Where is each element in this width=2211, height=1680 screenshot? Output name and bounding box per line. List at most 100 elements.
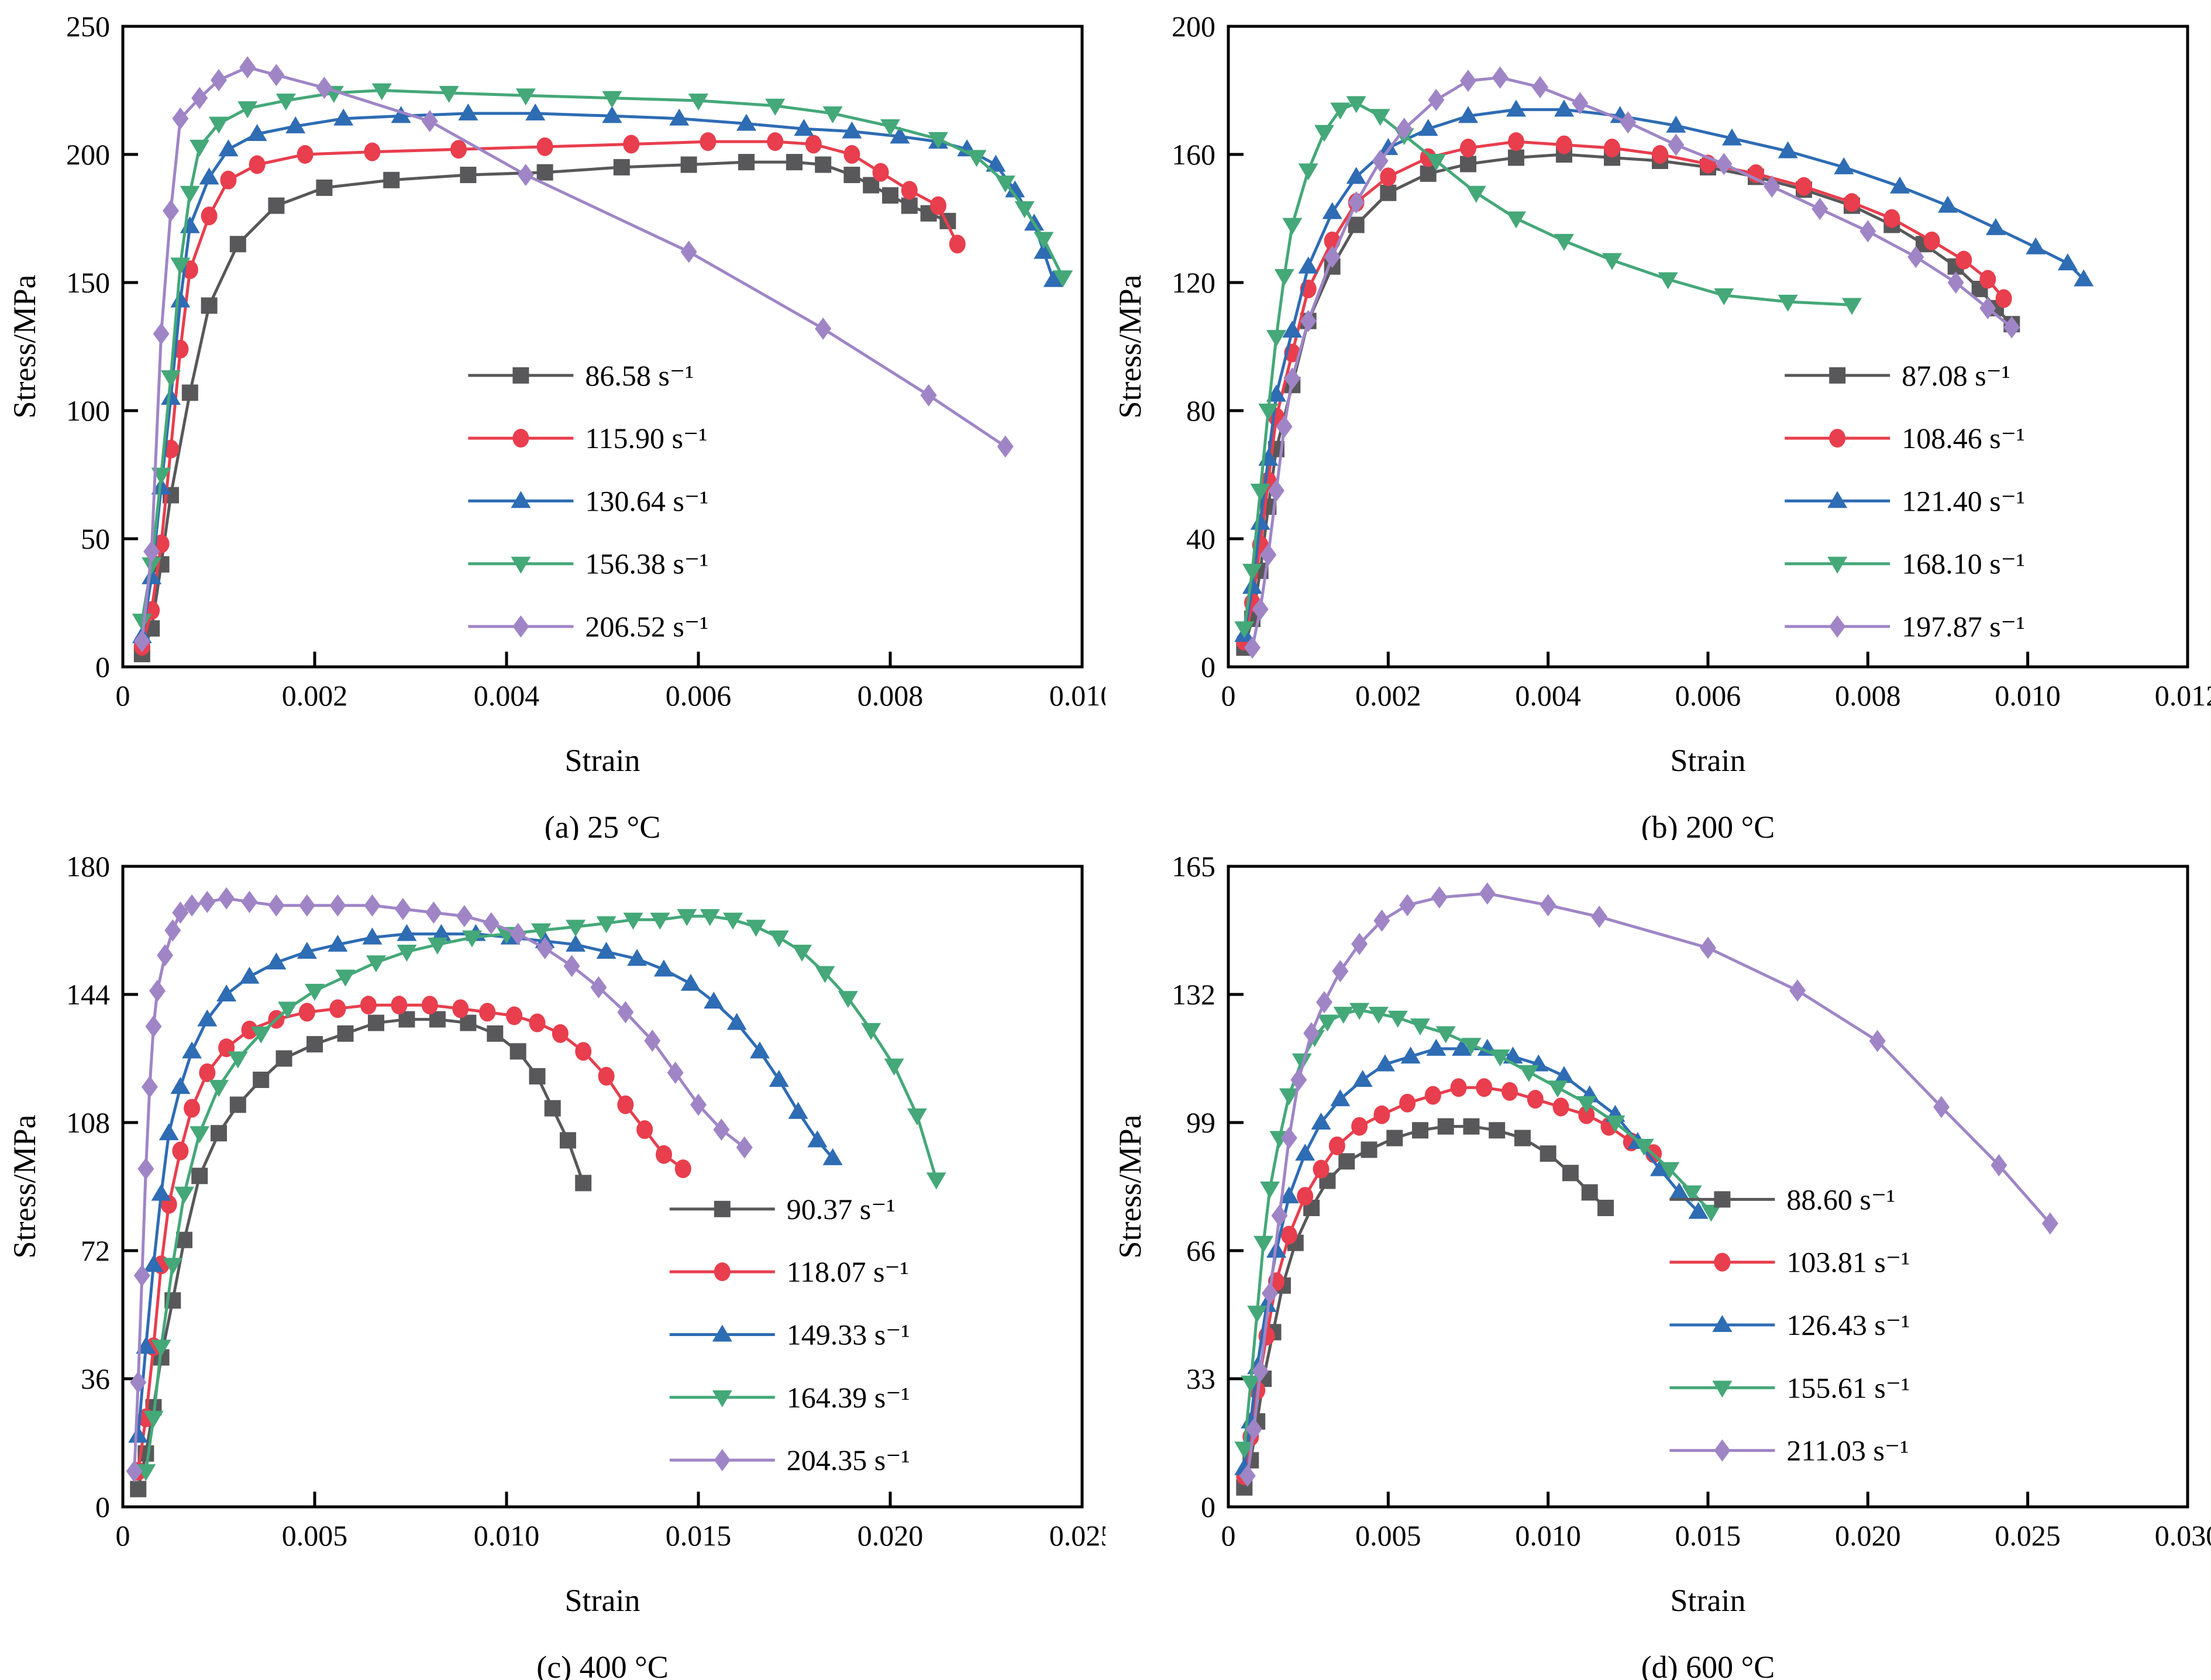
triangle-down-marker — [1410, 1018, 1430, 1036]
y-tick-label: 0 — [1201, 1490, 1215, 1523]
diamond-marker — [1591, 906, 1608, 928]
circle-marker — [391, 996, 408, 1015]
triangle-up-marker — [285, 116, 306, 133]
triangle-down-marker — [170, 257, 191, 275]
x-tick-label: 0.006 — [666, 679, 732, 712]
square-marker — [306, 1036, 323, 1053]
series-line — [133, 897, 746, 1472]
square-marker — [1460, 156, 1476, 173]
triangle-up-marker — [1834, 157, 1854, 174]
triangle-up-marker — [1250, 512, 1270, 530]
square-marker — [1338, 1153, 1355, 1170]
diamond-marker — [268, 64, 285, 87]
square-marker — [1581, 1184, 1598, 1201]
x-tick-label: 0.010 — [474, 1519, 540, 1552]
x-axis-c: 0 0.005 0.010 0.015 0.020 0.025 — [116, 1492, 1106, 1552]
y-tick-label: 0 — [1201, 650, 1215, 683]
triangle-up-marker — [216, 984, 237, 1001]
series-line — [1246, 892, 2051, 1476]
diamond-marker — [1431, 886, 1448, 909]
triangle-up-marker — [239, 966, 260, 984]
x-axis-title-d: Strain — [1671, 1583, 1746, 1618]
square-marker — [1562, 1165, 1579, 1182]
circle-marker — [1297, 1187, 1314, 1206]
diamond-marker — [1540, 894, 1556, 917]
triangle-up-marker — [1378, 138, 1399, 156]
circle-marker — [575, 1042, 592, 1061]
triangle-down-marker — [822, 106, 843, 123]
triangle-down-marker — [1279, 1088, 1299, 1106]
triangle-up-marker — [627, 949, 648, 966]
square-marker — [1489, 1122, 1506, 1139]
legend-diamond-icon — [1714, 1439, 1731, 1462]
series-markers — [1244, 66, 2020, 659]
legend-label: 126.43 s⁻¹ — [1786, 1309, 1910, 1341]
triangle-down-marker — [907, 1108, 927, 1125]
y-tick-label: 165 — [1172, 850, 1215, 883]
legend-label: 211.03 s⁻¹ — [1786, 1434, 1909, 1467]
triangle-down-marker — [397, 945, 417, 962]
legend-item: 103.81 s⁻¹ — [1669, 1246, 1910, 1279]
y-tick-label: 80 — [1186, 394, 1215, 427]
y-tick-label: 180 — [66, 850, 110, 883]
series-a-1 — [133, 132, 966, 656]
diamond-marker — [1373, 909, 1390, 932]
triangle-up-marker — [749, 1041, 770, 1059]
diamond-marker — [1764, 175, 1780, 198]
triangle-up-marker — [136, 1337, 156, 1354]
triangle-down-marker — [275, 94, 296, 111]
diamond-marker — [1271, 1204, 1288, 1227]
y-tick-label: 99 — [1186, 1106, 1215, 1139]
x-tick-label: 0.006 — [1675, 679, 1741, 712]
y-tick-label: 120 — [1172, 266, 1215, 299]
square-marker — [1463, 1118, 1480, 1135]
triangle-down-marker — [439, 85, 459, 103]
circle-marker — [1380, 167, 1397, 187]
legend-item: 164.39 s⁻¹ — [669, 1381, 910, 1414]
x-tick-label: 0.020 — [1835, 1519, 1901, 1552]
square-marker — [529, 1068, 546, 1085]
triangle-down-marker — [623, 913, 643, 930]
triangle-up-marker — [170, 1077, 191, 1094]
triangle-up-marker — [1005, 180, 1025, 198]
triangle-up-marker — [170, 290, 191, 308]
legend-label: 206.52 s⁻¹ — [585, 610, 708, 643]
triangle-down-marker — [278, 1001, 298, 1019]
diamond-marker — [1300, 309, 1317, 332]
square-marker — [536, 164, 553, 181]
triangle-down-marker — [1034, 232, 1054, 249]
legend-square-icon — [1714, 1191, 1731, 1208]
triangle-up-marker — [1311, 1113, 1331, 1130]
triangle-down-marker — [1461, 1038, 1482, 1055]
diamond-marker — [329, 894, 346, 917]
circle-marker — [298, 1003, 315, 1022]
triangle-up-marker — [333, 108, 354, 126]
legend-triangle-up-icon — [511, 491, 531, 508]
triangle-down-marker — [1554, 233, 1574, 251]
triangle-down-marker — [462, 930, 482, 948]
circle-marker — [872, 163, 889, 182]
square-marker — [509, 1043, 526, 1060]
square-marker — [316, 179, 333, 196]
triangle-up-marker — [1666, 115, 1686, 133]
diamond-marker — [1262, 1282, 1279, 1304]
diamond-marker — [1268, 479, 1284, 502]
legend-label: 156.38 s⁻¹ — [585, 548, 708, 580]
diamond-marker — [1324, 246, 1341, 268]
triangle-down-marker — [1548, 1080, 1568, 1098]
triangle-down-marker — [371, 83, 392, 101]
triangle-up-marker — [199, 167, 219, 185]
square-marker — [201, 297, 218, 314]
triangle-up-marker — [1688, 1202, 1709, 1219]
triangle-up-marker — [431, 924, 452, 941]
circle-marker — [552, 1024, 569, 1043]
triangle-down-marker — [1368, 1007, 1389, 1024]
circle-marker — [598, 1066, 615, 1086]
y-tick-label: 132 — [1172, 978, 1215, 1011]
triangle-down-marker — [1053, 270, 1073, 288]
diamond-marker — [690, 1093, 707, 1116]
triangle-up-marker — [1554, 1066, 1574, 1083]
square-marker — [268, 197, 285, 214]
triangle-up-marker — [151, 1183, 171, 1201]
triangle-down-marker — [1466, 185, 1486, 203]
